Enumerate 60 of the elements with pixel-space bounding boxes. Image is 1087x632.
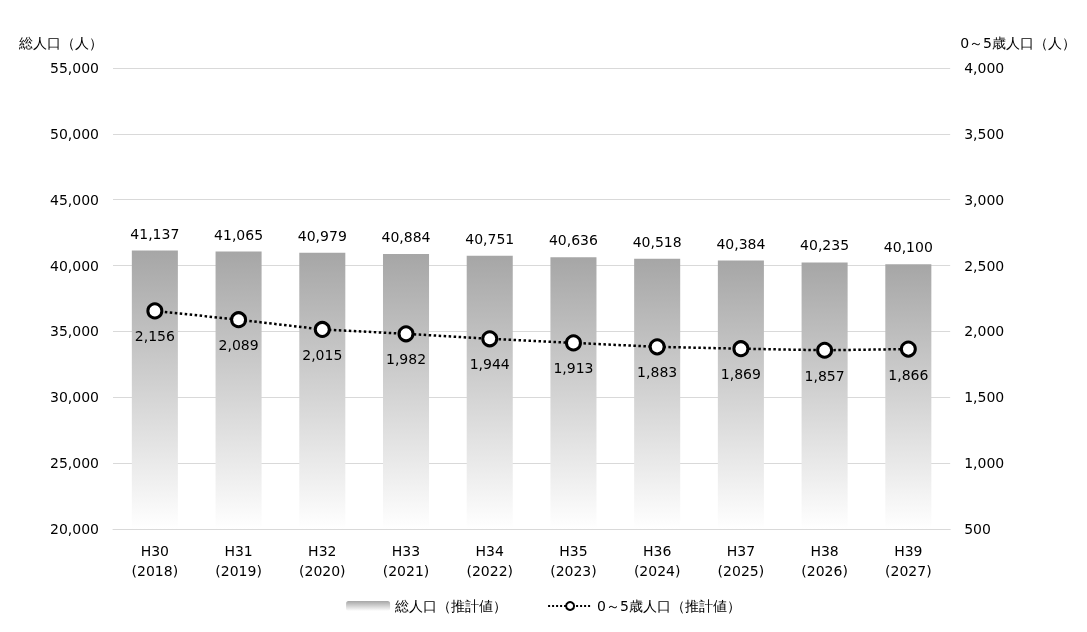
y-tick-label: 20,000 [50,521,99,537]
data-label: 40,979 [297,227,347,244]
data-label: 2,089 [218,337,259,354]
x-tick-label: H32 (2020) [299,543,346,579]
x-tick-label: H35 (2023) [550,543,597,579]
point [313,320,331,338]
x-tick-label: H37 (2025) [717,543,765,579]
data-label: 40,884 [381,228,431,245]
x-tick-label: H34 (2022) [466,543,514,579]
x-tick-label: H36 (2024) [633,543,681,579]
data-label: 1,866 [888,366,929,383]
y-tick-label: 25,000 [50,455,99,472]
data-label: 41,065 [214,226,264,243]
y2-tick-label: 1,000 [964,455,1005,472]
point [230,311,248,329]
y-tick-label: 45,000 [50,191,99,208]
x-tick-label: H31 (2019) [215,543,262,579]
y-tick-label: 40,000 [50,257,99,274]
y2-tick-label: 2,000 [964,323,1005,340]
data-label: 41,137 [130,225,180,242]
y-tick-label: 30,000 [50,389,99,406]
data-label: 1,982 [385,351,427,368]
data-label: 40,384 [716,235,766,252]
data-label: 40,751 [465,230,515,247]
point [397,325,415,343]
data-label: 40,235 [800,237,850,254]
data-label: 1,913 [553,360,594,377]
point [648,338,666,356]
data-label: 1,944 [469,356,510,373]
x-tick-label: H30 (2018) [131,543,179,579]
y-tick-label: 50,000 [50,125,99,142]
point [816,341,834,359]
x-tick-label: H33 (2021) [382,543,430,579]
point [146,302,164,320]
data-label: 1,869 [720,366,761,383]
point [481,330,499,348]
data-label: 40,100 [883,239,933,256]
y2-tick-label: 500 [964,521,991,537]
data-label: 40,636 [548,232,599,249]
y2-axis-title: 0～5歳人口（人） [960,35,1077,51]
y2-tick-label: 1,500 [964,389,1005,406]
legend-label: 0～5歳人口（推計値） [597,598,741,614]
y2-tick-label: 2,500 [964,257,1005,274]
y2-tick-label: 3,500 [964,125,1005,142]
y-axis-title: 総人口（人） [18,35,103,51]
point [732,340,750,358]
point [564,334,582,352]
legend-label: 総人口（推計値） [394,598,508,614]
data-label: 40,518 [632,233,682,250]
data-label: 2,015 [302,346,343,363]
data-label: 1,883 [637,364,678,381]
data-label: 1,857 [804,367,845,384]
y-tick-label: 55,000 [50,60,99,76]
y2-tick-label: 3,000 [964,191,1005,208]
y-tick-label: 35,000 [50,323,99,340]
x-tick-label: H39 (2027) [885,543,932,579]
x-tick-label: H38 (2026) [801,543,848,579]
data-label: 2,156 [134,328,175,345]
point [899,340,917,358]
y2-tick-label: 4,000 [964,60,1005,76]
